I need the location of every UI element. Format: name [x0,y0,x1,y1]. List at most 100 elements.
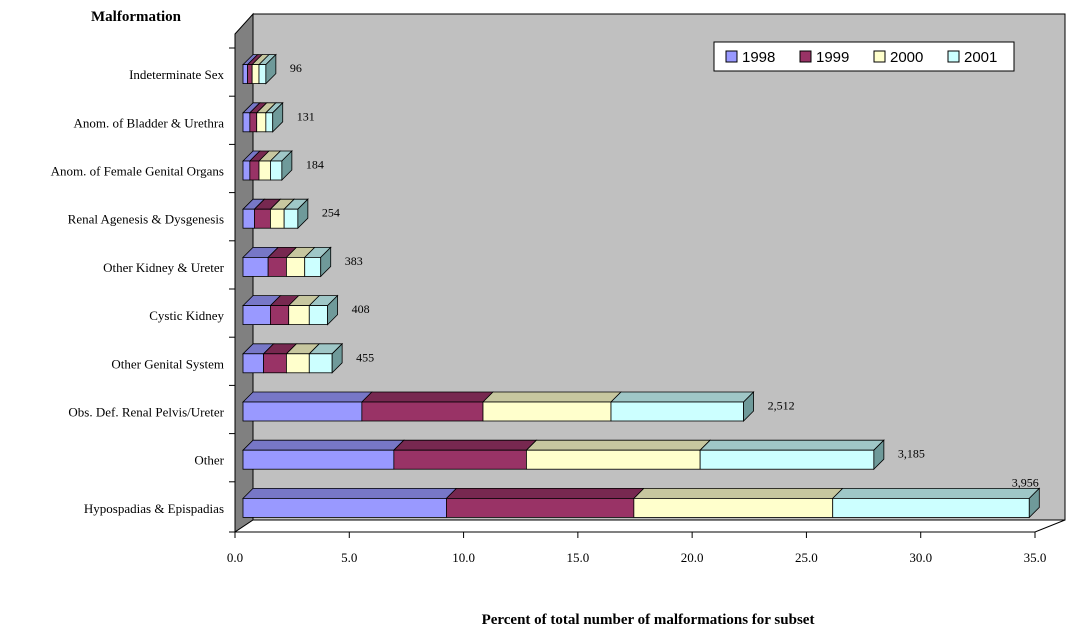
bar-top-2000 [525,439,712,451]
total-label: 3,185 [898,447,925,461]
legend-label-1998: 1998 [742,49,775,66]
bar-1998 [242,449,395,470]
bar-1998 [242,64,248,84]
bar-2000 [286,256,306,277]
bar-1998 [242,497,447,518]
bar-end-face [265,53,277,85]
category-label: Other Kidney & Ureter [103,260,225,275]
bar-1998 [242,256,269,277]
bar-1999 [393,449,527,470]
bar-2000 [288,305,310,326]
total-label: 184 [306,158,324,172]
bar-1999 [361,401,484,422]
bar-top-1999 [360,391,494,403]
legend-swatch-1999 [799,50,812,63]
x-tick-label: 10.0 [452,550,475,565]
bar-2001 [699,449,875,470]
category-label: Anom. of Female Genital Organs [51,164,224,179]
bar-group: 408 [242,294,370,326]
bar-end-face [331,342,343,374]
legend-swatch-1998 [725,50,738,63]
bar-1998 [242,353,264,374]
bar-top-2000 [482,391,622,403]
bar-2000 [526,449,701,470]
category-label: Obs. Def. Renal Pelvis/Ureter [68,405,224,420]
total-label: 455 [356,350,374,364]
bar-end-face [873,439,885,471]
bar-2001 [258,64,267,84]
category-label: Other [194,453,224,468]
bar-1998 [242,160,251,181]
category-label: Cystic Kidney [149,308,224,323]
bar-1999 [247,64,253,84]
total-label: 3,956 [1012,475,1039,489]
x-tick-label: 35.0 [1024,550,1047,565]
category-label: Other Genital System [111,356,224,371]
bar-2000 [482,401,612,422]
bar-top-1999 [445,487,645,499]
bar-2000 [256,112,267,133]
x-axis-title: Percent of total number of malformations… [482,612,815,628]
x-tick-label: 15.0 [566,550,589,565]
bars: 96 131 184 254 383 408 455 2,512 3,185 3,956 [242,53,1041,519]
bar-end-face [281,150,293,181]
bar-group: 3,956 [242,475,1041,519]
bar-2001 [304,256,322,277]
legend-swatch-2001 [947,50,960,63]
bar-1999 [267,256,287,277]
bar-1999 [263,353,287,374]
legend-box [713,41,1015,72]
legend: 1998 1999 2000 2001 [713,41,1015,72]
bar-1998 [242,305,271,326]
bar-top-1998 [242,487,458,499]
bar-group: 131 [242,101,315,133]
bar-end-face [297,198,309,230]
bar-1999 [270,305,290,326]
bar-1998 [242,208,255,229]
bar-2001 [265,112,274,133]
bar-2000 [633,497,834,518]
total-label: 254 [322,206,340,220]
bar-1999 [249,112,258,133]
bar-1999 [254,208,271,229]
x-tick-label: 0.0 [227,550,243,565]
bar-group: 254 [242,198,340,230]
bar-top-2001 [610,391,755,403]
y-axis-title: Malformation [91,9,182,25]
bar-top-1998 [242,391,373,403]
x-tick-label: 30.0 [909,550,932,565]
bar-group: 96 [242,53,302,85]
bar-2001 [832,497,1030,518]
bar-1999 [249,160,260,181]
legend-label-1999: 1999 [816,49,849,66]
total-label: 408 [352,302,370,316]
category-label: Hypospadias & Epispadias [84,501,224,516]
total-label: 131 [297,109,315,123]
bar-top-2001 [831,487,1041,499]
bar-end-face [1028,487,1040,519]
bar-2000 [286,353,310,374]
bar-end-face [272,101,284,133]
bar-2001 [610,401,744,422]
bar-2001 [270,160,283,181]
x-tick-label: 20.0 [681,550,704,565]
legend-swatch-2000 [873,50,886,63]
legend-label-2000: 2000 [890,49,923,66]
legend-label-2001: 2001 [964,49,997,66]
bar-group: 2,512 [242,391,795,422]
total-label: 2,512 [768,399,795,413]
bar-group: 383 [242,246,363,278]
category-label: Renal Agenesis & Dysgenesis [68,212,224,227]
bar-1999 [446,497,635,518]
bar-top-1998 [242,439,405,451]
bar-end-face [743,391,754,422]
total-label: 383 [345,254,363,268]
axes: 0.0 5.0 10.0 15.0 20.0 25.0 30.0 35.0 Indetermin… [51,34,1047,565]
bar-2001 [283,208,299,229]
bar-2000 [270,208,285,229]
category-label: Anom. of Bladder & Urethra [73,115,224,130]
bar-group: 455 [242,342,374,374]
bar-end-face [320,246,332,278]
bar-1998 [242,112,251,133]
